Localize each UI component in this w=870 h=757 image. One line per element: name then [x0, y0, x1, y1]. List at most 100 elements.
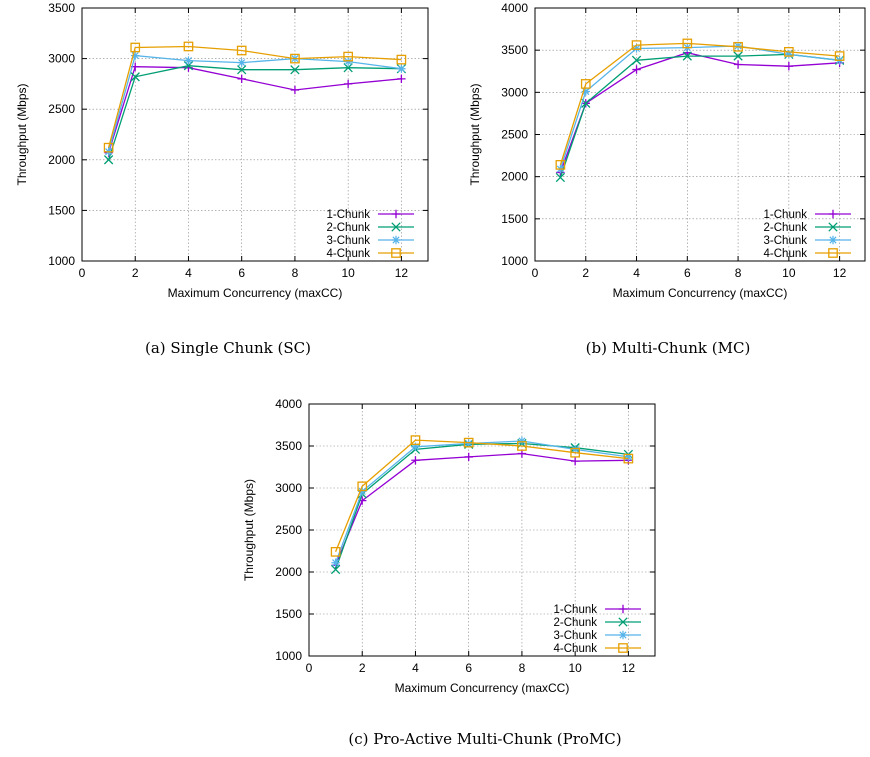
data-point [632, 44, 641, 53]
data-point [555, 160, 566, 170]
legend-label: 4-Chunk [764, 248, 808, 260]
data-point [130, 72, 140, 82]
x-tick-label: 10 [568, 661, 582, 675]
y-tick-label: 4000 [275, 397, 302, 411]
x-tick-label: 12 [395, 266, 409, 280]
data-point [464, 452, 473, 462]
data-point [396, 54, 407, 65]
y-tick-label: 3000 [48, 52, 75, 66]
series-1-chunk [556, 48, 844, 177]
series-3-chunk [556, 41, 844, 174]
x-tick-label: 8 [519, 661, 526, 675]
series-4-chunk [330, 435, 634, 557]
data-point [784, 61, 794, 71]
data-point [183, 41, 194, 52]
y-tick-label: 3500 [275, 439, 302, 453]
data-point [237, 74, 246, 84]
data-point [682, 38, 693, 49]
legend-marker [618, 617, 628, 627]
plot-frame [534, 7, 866, 262]
x-tick-label: 0 [79, 266, 86, 280]
data-point [733, 60, 743, 69]
series-2-chunk [103, 61, 407, 165]
y-tick-label: 1500 [501, 212, 528, 226]
legend-label: 3-Chunk [327, 235, 371, 247]
data-point [411, 456, 420, 465]
data-point [330, 564, 341, 575]
series-line [334, 452, 629, 566]
x-axis-label: Maximum Concurrency (maxCC) [613, 286, 788, 300]
chart-panel-2: 1000 1500 2000 2500 3000 3500 4000 0 2 4 6 8 10 12 Max… [468, 1, 866, 357]
legend-label: 1-Chunk [327, 209, 371, 221]
series-line [107, 66, 402, 153]
legend-label: 3-Chunk [764, 235, 808, 247]
data-point [570, 447, 581, 458]
series-4-chunk [555, 38, 845, 170]
series-line [334, 442, 629, 570]
series-1-chunk [104, 62, 406, 157]
series-2-chunk [330, 438, 634, 575]
data-point [517, 436, 527, 446]
data-point [290, 53, 300, 64]
plot-frame [81, 7, 429, 262]
data-point [103, 142, 114, 153]
data-point [343, 51, 354, 62]
data-point [682, 51, 692, 61]
data-point [570, 445, 580, 454]
data-point [464, 439, 473, 448]
legend-marker [391, 235, 401, 245]
data-point [517, 441, 527, 451]
y-tick-label: 2500 [48, 102, 75, 116]
series-4-chunk [103, 41, 407, 153]
series-line [559, 53, 840, 178]
data-point [237, 58, 246, 67]
data-point [733, 41, 743, 52]
legend-marker [618, 604, 628, 614]
x-tick-label: 6 [465, 661, 472, 675]
data-point [358, 487, 367, 496]
series-3-chunk [331, 436, 633, 567]
data-point [331, 558, 340, 567]
legend-marker [618, 630, 628, 640]
data-point [290, 85, 300, 95]
x-tick-label: 2 [582, 266, 589, 280]
series-line [559, 42, 840, 166]
data-point [343, 79, 353, 89]
legend-marker [618, 643, 628, 653]
series-line [334, 439, 629, 553]
data-point [733, 41, 743, 51]
y-tick-label: 1000 [501, 254, 528, 268]
data-point [184, 56, 193, 65]
data-point [397, 74, 406, 84]
data-point [623, 453, 634, 464]
y-axis-label: Throughput (Mbps) [468, 83, 482, 185]
legend-marker [391, 222, 401, 232]
legend-marker [828, 248, 838, 258]
x-tick-label: 2 [359, 661, 366, 675]
x-tick-label: 4 [412, 661, 419, 675]
series-line [107, 45, 402, 148]
legend-label: 4-Chunk [327, 248, 371, 260]
legend-marker [828, 209, 838, 219]
x-tick-label: 4 [633, 266, 640, 280]
legend-label: 2-Chunk [554, 617, 598, 629]
legend-marker [391, 209, 401, 219]
legend-marker [828, 235, 838, 245]
y-tick-label: 2000 [275, 565, 302, 579]
data-point [343, 57, 353, 66]
series-2-chunk [555, 49, 845, 183]
x-tick-label: 12 [833, 266, 847, 280]
y-axis-label: Throughput (Mbps) [242, 479, 256, 581]
y-tick-label: 4000 [501, 1, 528, 15]
x-tick-label: 0 [306, 661, 313, 675]
data-point [131, 51, 140, 60]
data-point [103, 155, 114, 165]
data-point [581, 87, 590, 96]
data-point [834, 51, 845, 61]
y-tick-label: 2500 [501, 128, 528, 142]
legend-label: 4-Chunk [554, 643, 598, 655]
data-point [236, 45, 247, 56]
x-axis-label: Maximum Concurrency (maxCC) [168, 286, 343, 300]
y-axis-label: Throughput (Mbps) [15, 83, 29, 185]
